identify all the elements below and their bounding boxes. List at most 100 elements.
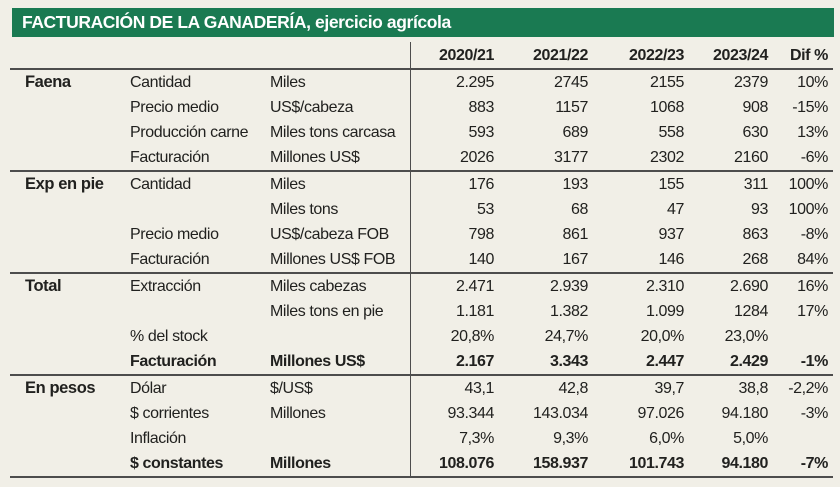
- value-cell: -2,2%: [788, 380, 828, 397]
- row-concept: Precio medio: [130, 99, 219, 116]
- value-cell: 143.034: [532, 405, 588, 422]
- value-cell: 20,8%: [450, 328, 495, 345]
- section-label: [10, 145, 120, 170]
- value-cell: 311: [743, 176, 769, 193]
- value-cell: 2160: [734, 149, 768, 166]
- value-cell: -6%: [800, 149, 829, 166]
- row-unit: Millones: [270, 405, 326, 422]
- value-cell: 3.343: [549, 353, 588, 370]
- row-unit: Millones: [270, 455, 331, 472]
- value-cell: 155: [658, 176, 685, 193]
- row-concept: Facturación: [130, 353, 217, 370]
- row-unit: Miles cabezas: [270, 278, 367, 295]
- row-unit: US$/cabeza FOB: [270, 226, 389, 243]
- section-label: [10, 451, 120, 476]
- value-cell: 2.310: [645, 278, 684, 295]
- value-cell: 13%: [797, 124, 828, 141]
- table-row: Faena Cantidad Miles 2.295 2745 2155 2379 10%: [10, 70, 833, 95]
- row-concept: [120, 299, 260, 324]
- value-cell: 2.471: [455, 278, 494, 295]
- table-row: $ corrientes Millones 93.344 143.034 97.026 9…: [10, 401, 833, 426]
- row-concept: [120, 197, 260, 222]
- section-en-pesos: En pesos Dólar $/US$ 43,1 42,8 39,7 38,8 -2,2% $…: [10, 374, 833, 478]
- column-divider-line: [410, 42, 411, 478]
- value-cell: 5,0%: [733, 430, 768, 447]
- value-cell: 689: [562, 124, 589, 141]
- value-cell: 883: [468, 99, 495, 116]
- value-cell: 937: [658, 226, 685, 243]
- value-cell: 268: [742, 251, 769, 268]
- column-header-dif: Dif %: [789, 47, 828, 64]
- value-cell: 2379: [734, 74, 768, 91]
- value-cell: 6,0%: [649, 430, 684, 447]
- value-cell: 593: [468, 124, 495, 141]
- value-cell: 93.344: [447, 405, 494, 422]
- value-cell: 24,7%: [544, 328, 589, 345]
- section-label: [10, 299, 120, 324]
- section-total: Total Extracción Miles cabezas 2.471 2.939 2.…: [10, 272, 833, 374]
- value-cell: 1157: [555, 99, 588, 116]
- section-label: [10, 426, 120, 451]
- value-cell: 53: [477, 201, 494, 218]
- value-cell: 798: [468, 226, 495, 243]
- value-cell: 101.743: [628, 455, 684, 472]
- row-concept: Dólar: [130, 380, 167, 397]
- row-unit: Miles tons: [270, 201, 339, 218]
- value-cell: 2.167: [455, 353, 494, 370]
- row-concept: Facturación: [130, 149, 210, 166]
- value-cell: 43,1: [464, 380, 494, 397]
- row-concept: $ corrientes: [130, 405, 209, 422]
- row-unit: [260, 324, 410, 349]
- section-label: [10, 222, 120, 247]
- value-cell: -1%: [800, 353, 829, 370]
- table-row: Facturación Millones US$ FOB 140 167 146 268 8…: [10, 247, 833, 272]
- value-cell: 863: [742, 226, 769, 243]
- row-unit: [260, 426, 410, 451]
- row-unit: Miles: [270, 74, 306, 91]
- row-concept: Facturación: [130, 251, 210, 268]
- value-cell: 84%: [797, 251, 828, 268]
- value-cell: 908: [742, 99, 769, 116]
- row-concept: Cantidad: [130, 74, 191, 91]
- section-label: [10, 120, 120, 145]
- value-cell: 1068: [650, 99, 684, 116]
- table-row: % del stock 20,8% 24,7% 20,0% 23,0%: [10, 324, 833, 349]
- section-exp-en-pie: Exp en pie Cantidad Miles 176 193 155 311 100% M…: [10, 170, 833, 272]
- row-concept: Cantidad: [130, 176, 191, 193]
- value-cell: 94.180: [721, 455, 768, 472]
- table-row: Exp en pie Cantidad Miles 176 193 155 311 100%: [10, 172, 833, 197]
- value-cell: 100%: [788, 201, 829, 218]
- value-cell: 2026: [460, 149, 494, 166]
- row-concept: % del stock: [130, 328, 208, 345]
- row-unit: Millones US$: [270, 353, 365, 370]
- table-body: Faena Cantidad Miles 2.295 2745 2155 2379 10% Pr…: [10, 70, 833, 478]
- value-cell: 158.937: [532, 455, 588, 472]
- value-cell: 2.429: [729, 353, 768, 370]
- section-label: [10, 247, 120, 272]
- value-cell: 2745: [554, 74, 588, 91]
- table-row: En pesos Dólar $/US$ 43,1 42,8 39,7 38,8 -2,2%: [10, 376, 833, 401]
- row-unit: Millones US$ FOB: [270, 251, 396, 268]
- section-label: Faena: [25, 73, 71, 91]
- header-spacer-unit: [260, 42, 410, 70]
- value-cell: 1.382: [549, 303, 588, 320]
- row-unit: Millones US$: [270, 149, 360, 166]
- value-cell: -8%: [800, 226, 829, 243]
- value-cell: -15%: [792, 99, 828, 116]
- row-unit: Miles tons carcasa: [270, 124, 396, 141]
- value-cell: 47: [667, 201, 684, 218]
- value-cell: 558: [658, 124, 685, 141]
- table-row: $ constantes Millones 108.076 158.937 101.74…: [10, 451, 833, 476]
- section-label: [10, 349, 120, 374]
- value-cell: 2.447: [645, 353, 684, 370]
- value-cell: 193: [562, 176, 589, 193]
- table-row: Precio medio US$/cabeza FOB 798 861 937 863 -8…: [10, 222, 833, 247]
- table-row: Facturación Millones US$ 2.167 3.343 2.447 2.…: [10, 349, 833, 374]
- row-concept: Inflación: [130, 430, 186, 447]
- value-cell: 94.180: [721, 405, 768, 422]
- column-header-2022-23: 2022/23: [628, 47, 684, 64]
- value-cell: 630: [742, 124, 769, 141]
- section-label: En pesos: [25, 379, 96, 397]
- column-header-2021-22: 2021/22: [532, 47, 588, 64]
- value-cell: 10%: [797, 74, 828, 91]
